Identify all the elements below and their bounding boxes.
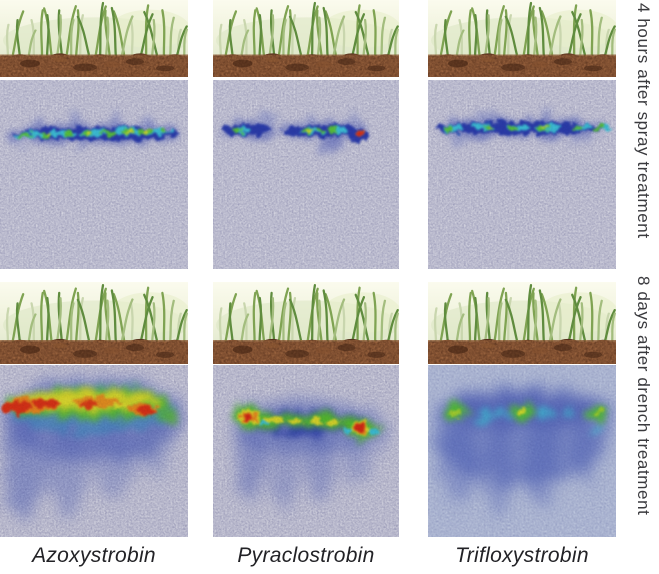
column-label-trifloxystrobin: Trifloxystrobin bbox=[455, 544, 589, 567]
column-label-azoxystrobin: Azoxystrobin bbox=[32, 544, 156, 567]
autoradiograph-azoxystrobin-spray bbox=[0, 80, 188, 269]
autoradiograph-trifloxystrobin-drench bbox=[428, 365, 616, 537]
column-label-pyraclostrobin: Pyraclostrobin bbox=[237, 544, 375, 567]
photo-azoxystrobin-drench bbox=[0, 282, 188, 364]
autoradiograph-azoxystrobin-drench bbox=[0, 365, 188, 537]
row-caption-drench-treatment: 8 days after drench treatment bbox=[634, 276, 653, 516]
autoradiograph-pyraclostrobin-drench bbox=[213, 365, 399, 537]
photo-pyraclostrobin-drench bbox=[213, 282, 399, 364]
autoradiograph-pyraclostrobin-spray bbox=[213, 80, 399, 269]
photo-azoxystrobin-spray bbox=[0, 0, 188, 77]
photo-trifloxystrobin-drench bbox=[428, 282, 616, 364]
photo-trifloxystrobin-spray bbox=[428, 0, 616, 77]
row-caption-spray-treatment: 4 hours after spray treatment bbox=[634, 3, 653, 239]
photo-pyraclostrobin-spray bbox=[213, 0, 399, 77]
autoradiograph-trifloxystrobin-spray bbox=[428, 80, 616, 269]
